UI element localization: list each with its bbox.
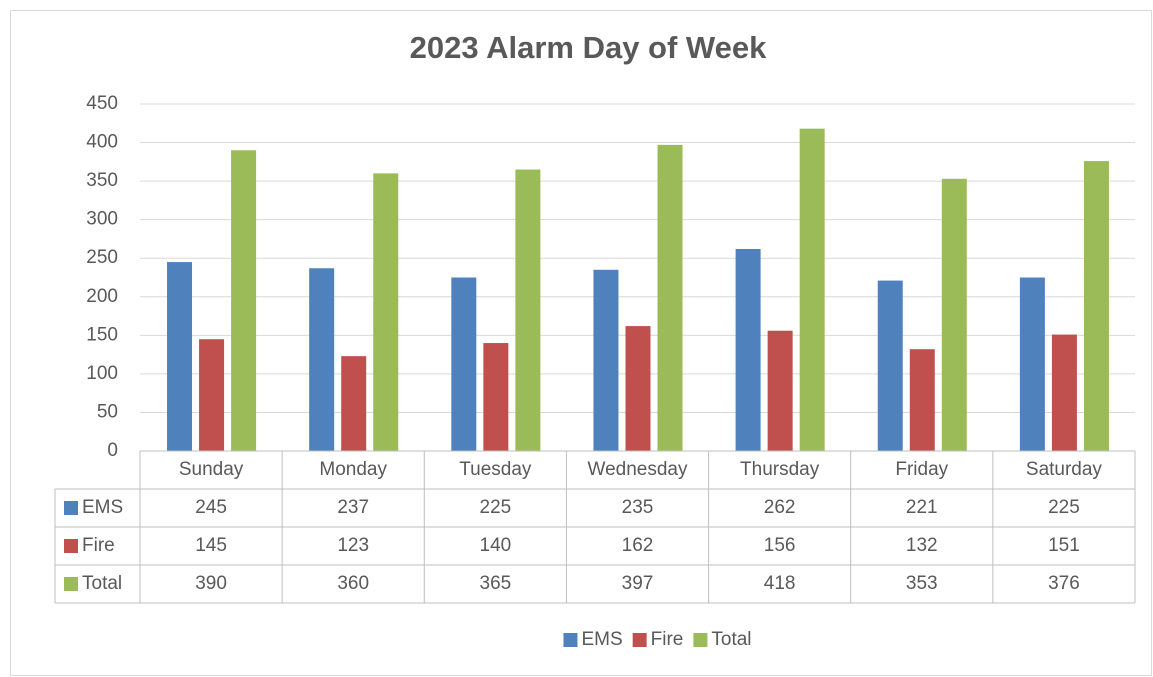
bar [167, 262, 193, 451]
bar [767, 330, 793, 451]
bar [373, 173, 399, 451]
y-tick-label: 150 [86, 324, 118, 345]
table-cell: 123 [337, 535, 369, 556]
table-cell: 132 [906, 535, 938, 556]
bar [1051, 334, 1077, 451]
y-tick-label: 400 [86, 132, 118, 153]
bar [515, 169, 541, 452]
bar [341, 356, 367, 451]
table-cell: 376 [1048, 573, 1080, 594]
table-cell: 397 [622, 573, 654, 594]
table-cell: 360 [337, 573, 369, 594]
bar [657, 144, 683, 451]
table-cell: 151 [1048, 535, 1080, 556]
table-cell: 245 [195, 497, 227, 518]
bar [735, 248, 761, 451]
table-legend-key [64, 577, 78, 591]
table-cell: 390 [195, 573, 227, 594]
bar [231, 150, 257, 451]
bar [941, 178, 967, 451]
chart-title: 2023 Alarm Day of Week [410, 30, 767, 65]
table-cell: 237 [337, 497, 369, 518]
table-cell: 221 [906, 497, 938, 518]
bar [799, 128, 825, 452]
x-tick-label: Monday [319, 459, 387, 480]
y-tick-label: 300 [86, 209, 118, 230]
bar [593, 269, 619, 451]
legend-key [693, 633, 708, 647]
y-tick-label: 250 [86, 247, 118, 268]
table-legend-key [64, 501, 78, 515]
y-tick-label: 0 [107, 440, 118, 461]
x-tick-label: Tuesday [459, 459, 532, 480]
table-cell: 365 [480, 573, 512, 594]
y-tick-label: 350 [86, 170, 118, 191]
legend-label: Fire [651, 629, 684, 650]
legend-label: EMS [581, 629, 622, 650]
legend-label: Total [711, 629, 751, 650]
bar [451, 277, 477, 451]
y-tick-label: 200 [86, 286, 118, 307]
table-row-label: Fire [82, 535, 115, 556]
legend-key [563, 633, 578, 647]
bar [1083, 161, 1109, 451]
table-cell: 225 [1048, 497, 1080, 518]
bar [909, 349, 935, 451]
table-row-label: EMS [82, 497, 123, 518]
x-tick-label: Sunday [179, 459, 244, 480]
bar [199, 339, 225, 451]
y-tick-label: 450 [86, 93, 118, 114]
table-cell: 140 [480, 535, 512, 556]
bar [309, 268, 335, 451]
bar [483, 343, 509, 451]
table-cell: 156 [764, 535, 796, 556]
bar [1019, 277, 1045, 451]
x-tick-label: Saturday [1026, 459, 1103, 480]
table-cell: 235 [622, 497, 654, 518]
bar [625, 326, 651, 451]
table-cell: 353 [906, 573, 938, 594]
table-cell: 225 [480, 497, 512, 518]
table-cell: 145 [195, 535, 227, 556]
y-tick-label: 100 [86, 363, 118, 384]
table-cell: 262 [764, 497, 796, 518]
table-cell: 162 [622, 535, 654, 556]
bar [877, 280, 903, 451]
x-tick-label: Friday [895, 459, 948, 480]
table-legend-key [64, 539, 78, 553]
x-tick-label: Wednesday [588, 459, 688, 480]
table-cell: 418 [764, 573, 796, 594]
table-row-label: Total [82, 573, 122, 594]
x-tick-label: Thursday [740, 459, 820, 480]
y-tick-label: 50 [97, 401, 118, 422]
legend-key [632, 633, 647, 647]
